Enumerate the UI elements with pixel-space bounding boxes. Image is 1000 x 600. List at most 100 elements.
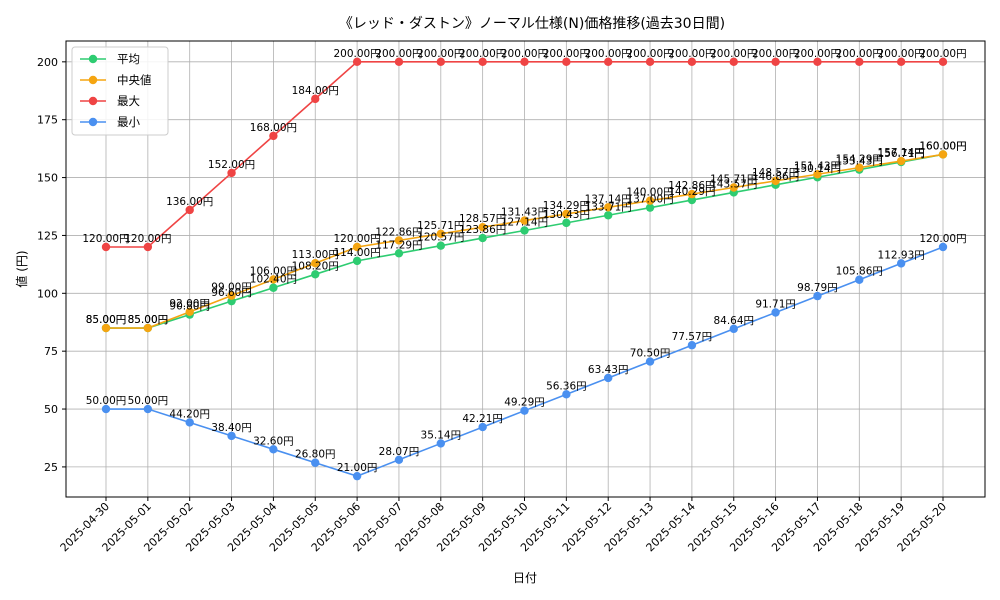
data-label: 26.80円 — [295, 449, 336, 461]
data-label: 96.60円 — [211, 287, 252, 299]
data-label: 200.00円 — [459, 48, 506, 60]
data-point — [143, 404, 153, 414]
data-label: 91.71円 — [755, 298, 796, 310]
data-point — [143, 242, 153, 252]
data-label: 143.57円 — [710, 178, 757, 190]
data-label: 92.00円 — [169, 298, 210, 310]
data-label: 85.00円 — [86, 314, 127, 326]
data-label: 157.14円 — [878, 147, 925, 159]
data-point — [687, 57, 697, 67]
data-label: 200.00円 — [794, 48, 841, 60]
data-label: 200.00円 — [668, 48, 715, 60]
grid — [66, 41, 985, 497]
data-label: 133.71円 — [585, 201, 632, 213]
data-point — [101, 242, 111, 252]
legend-marker — [88, 75, 98, 85]
data-label: 35.14円 — [421, 429, 462, 441]
data-label: 200.00円 — [585, 48, 632, 60]
data-point — [645, 196, 655, 205]
series-layer — [101, 57, 948, 481]
data-point — [729, 324, 738, 334]
data-point — [269, 445, 278, 454]
legend-label: 中央値 — [117, 73, 152, 87]
data-label: 85.00円 — [128, 314, 169, 326]
data-point — [855, 163, 864, 172]
data-point — [185, 307, 194, 317]
data-label: 113.00円 — [292, 249, 339, 261]
data-label: 150.14円 — [794, 163, 841, 175]
data-label: 84.64円 — [713, 315, 754, 327]
data-label: 153.43円 — [836, 156, 883, 168]
legend-label: 平均 — [117, 52, 140, 66]
data-label: 120.00円 — [82, 233, 129, 245]
y-axis: 25 50 75 100 125 150 175 200 — [37, 56, 66, 474]
x-axis-label: 日付 — [513, 571, 537, 585]
data-point — [352, 256, 362, 266]
data-label: 137.14円 — [585, 193, 632, 205]
data-point — [436, 241, 445, 250]
data-point — [562, 209, 571, 219]
data-point — [436, 229, 445, 238]
data-point — [311, 94, 320, 104]
data-label: 200.00円 — [543, 48, 590, 60]
data-label: 99.00円 — [211, 282, 252, 294]
chart-title: 《レッド・ダストン》ノーマル仕様(N)価格推移(過去30日間) — [339, 16, 725, 32]
data-label: 128.57円 — [459, 213, 506, 225]
data-point — [185, 418, 194, 427]
data-point — [520, 226, 529, 235]
data-point — [771, 57, 780, 67]
data-point — [645, 357, 655, 366]
data-label: 145.71円 — [710, 173, 757, 185]
data-point — [938, 57, 948, 67]
data-point — [938, 242, 948, 252]
data-point — [227, 291, 236, 300]
data-point — [855, 57, 864, 67]
legend-marker — [88, 96, 98, 106]
data-label: 146.86円 — [752, 171, 799, 183]
data-label: 120.00円 — [333, 233, 380, 245]
data-point — [896, 57, 906, 67]
data-label: 148.57円 — [752, 167, 799, 179]
data-label: 140.00円 — [626, 187, 673, 199]
data-point — [143, 323, 153, 333]
data-label: 131.43円 — [501, 207, 548, 219]
data-label: 168.00円 — [250, 122, 297, 134]
data-label: 200.00円 — [878, 48, 925, 60]
y-tick-label: 150 — [37, 172, 58, 185]
legend-marker — [88, 54, 98, 64]
data-label: 123.86円 — [459, 224, 506, 236]
data-label: 56.36円 — [546, 380, 587, 392]
data-point — [227, 168, 236, 178]
data-point — [771, 176, 780, 186]
data-label: 130.43円 — [543, 209, 590, 221]
data-label: 142.86円 — [668, 180, 715, 192]
data-point — [436, 57, 445, 67]
data-point — [352, 242, 362, 252]
data-label: 122.86円 — [375, 226, 422, 238]
data-point — [645, 203, 655, 212]
legend-marker — [88, 117, 98, 127]
data-label: 114.00円 — [333, 247, 380, 259]
data-label: 160.00円 — [919, 140, 966, 152]
data-point — [855, 275, 864, 284]
legend-box — [71, 46, 169, 136]
data-label: 49.29円 — [504, 397, 545, 409]
data-label: 112.93円 — [878, 249, 925, 261]
data-point — [394, 455, 404, 465]
data-point — [269, 283, 278, 292]
data-label: 120.57円 — [417, 232, 464, 244]
x-axis: 2025-04-302025-05-012025-05-022025-05-03… — [58, 497, 949, 554]
data-point — [687, 195, 697, 205]
data-point — [478, 57, 487, 67]
data-point — [604, 57, 613, 67]
data-label: 200.00円 — [333, 48, 380, 60]
data-point — [813, 57, 822, 67]
data-point — [729, 183, 738, 192]
data-label: 70.50円 — [630, 348, 671, 360]
data-point — [269, 131, 278, 141]
data-label: 21.00円 — [337, 462, 378, 474]
legend-label: 最小 — [117, 115, 140, 129]
data-label: 102.40円 — [250, 274, 297, 286]
data-point — [729, 57, 738, 67]
